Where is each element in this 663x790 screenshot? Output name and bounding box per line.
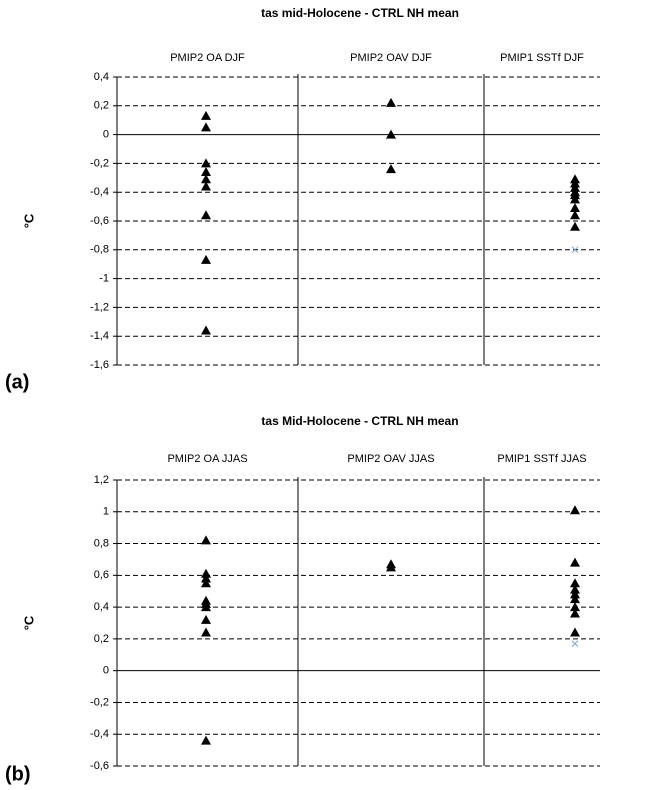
y-tick-label: -1,4 xyxy=(90,330,109,342)
data-point xyxy=(386,129,396,139)
data-point xyxy=(570,578,580,588)
data-point xyxy=(386,562,396,572)
data-point xyxy=(570,505,580,515)
data-point xyxy=(201,158,211,168)
y-tick-label: -0,4 xyxy=(90,728,109,740)
column-header: PMIP2 OA DJF xyxy=(170,52,245,64)
data-point xyxy=(570,627,580,637)
data-point xyxy=(201,167,211,177)
y-tick-label: 0,8 xyxy=(94,537,109,549)
y-tick-label: -0,2 xyxy=(90,157,109,169)
column-header: PMIP2 OAV JJAS xyxy=(347,453,434,465)
data-point xyxy=(570,557,580,567)
y-tick-label: -0,6 xyxy=(90,760,109,772)
y-tick-label: 0 xyxy=(103,665,109,677)
data-point xyxy=(201,627,211,637)
y-tick-label: -1 xyxy=(99,273,109,285)
y-tick-label: 0,2 xyxy=(94,633,109,645)
data-point xyxy=(386,164,396,174)
y-tick-label: 1,2 xyxy=(94,474,109,486)
data-point xyxy=(201,181,211,191)
data-point xyxy=(201,568,211,578)
y-tick-label: 0,4 xyxy=(94,601,109,613)
data-point xyxy=(201,325,211,335)
y-tick-label: -1,2 xyxy=(90,301,109,313)
data-point xyxy=(570,210,580,220)
chart-title: tas Mid-Holocene - CTRL NH mean xyxy=(261,414,458,428)
y-axis-label: °C xyxy=(21,213,36,228)
y-axis-label: °C xyxy=(21,615,36,630)
y-tick-label: 0,2 xyxy=(94,100,109,112)
column-header: PMIP2 OA JJAS xyxy=(167,453,247,465)
data-point xyxy=(570,589,580,599)
data-point xyxy=(570,194,580,204)
data-point xyxy=(570,221,580,231)
y-tick-label: -1,6 xyxy=(90,359,109,371)
data-point xyxy=(201,578,211,588)
data-point xyxy=(386,97,396,107)
y-tick-label: -0,6 xyxy=(90,215,109,227)
data-point xyxy=(201,614,211,624)
data-point xyxy=(571,246,579,254)
column-header: PMIP2 OAV DJF xyxy=(350,52,432,64)
panel-label: (b) xyxy=(5,763,31,785)
data-point xyxy=(201,573,211,583)
column-header: PMIP1 SSTf JJAS xyxy=(497,453,586,465)
data-point xyxy=(570,584,580,594)
data-point xyxy=(201,210,211,220)
data-point xyxy=(201,110,211,120)
data-point xyxy=(201,254,211,264)
column-header: PMIP1 SSTf DJF xyxy=(500,52,584,64)
data-point xyxy=(201,535,211,545)
y-tick-label: 0,6 xyxy=(94,569,109,581)
data-point xyxy=(570,602,580,612)
data-point xyxy=(571,640,579,648)
data-point xyxy=(201,602,211,612)
data-point xyxy=(201,735,211,745)
data-point xyxy=(570,203,580,213)
data-point xyxy=(570,608,580,618)
y-tick-label: 0 xyxy=(103,129,109,141)
data-point xyxy=(201,122,211,132)
data-point xyxy=(570,594,580,604)
panel-label: (a) xyxy=(5,371,29,393)
y-tick-label: -0,8 xyxy=(90,244,109,256)
data-point xyxy=(201,174,211,184)
y-tick-label: 1 xyxy=(103,506,109,518)
chart-title: tas mid-Holocene - CTRL NH mean xyxy=(261,6,459,20)
y-tick-label: -0,2 xyxy=(90,696,109,708)
y-tick-label: -0,4 xyxy=(90,186,109,198)
y-tick-label: 0,4 xyxy=(94,71,109,83)
